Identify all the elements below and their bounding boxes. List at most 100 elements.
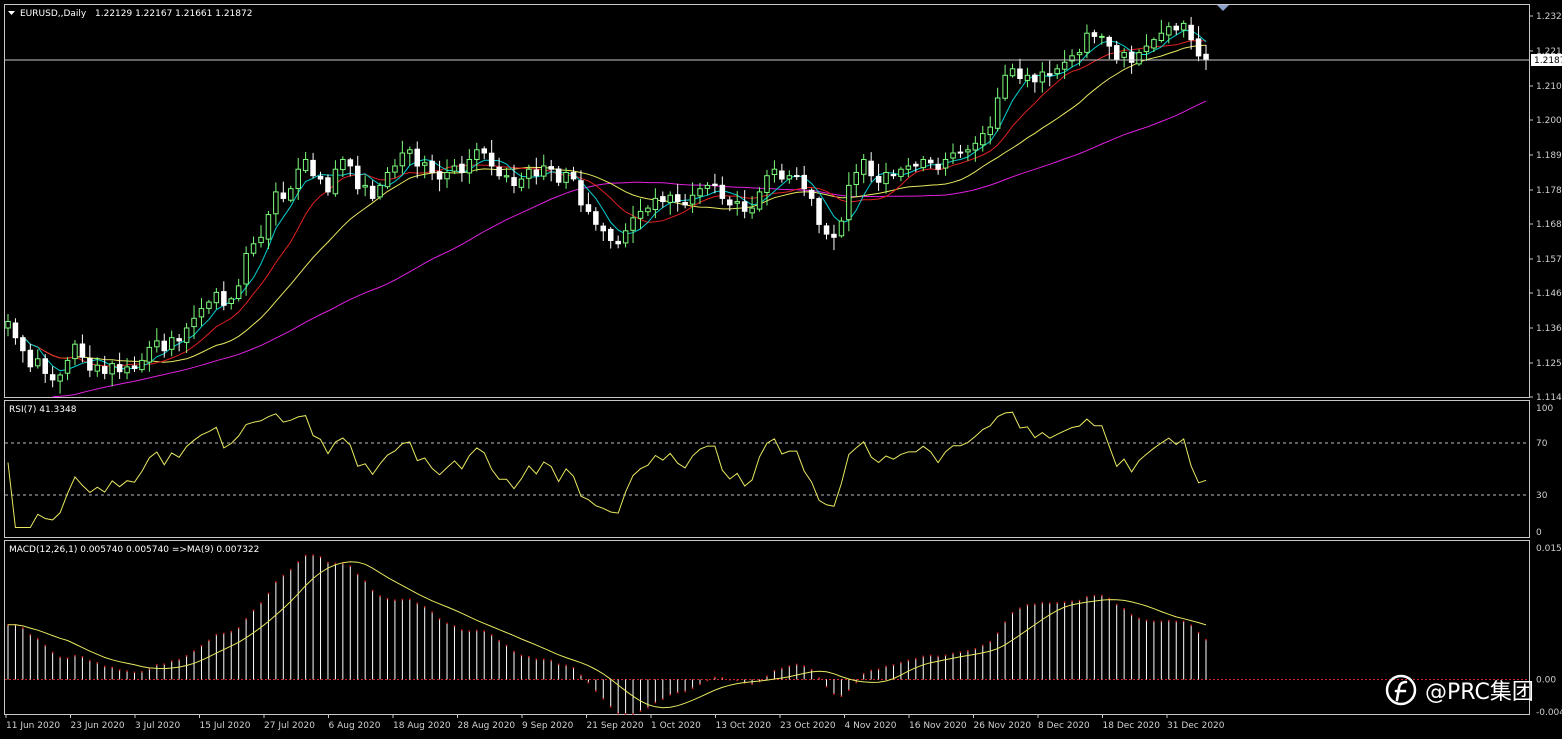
macd-axis-label: -0.0040 bbox=[1536, 708, 1562, 718]
price-label: 1.2107 bbox=[1536, 82, 1562, 92]
candle-bear bbox=[20, 337, 26, 352]
price-label: 1.1360 bbox=[1536, 324, 1562, 334]
macd-bar-tip bbox=[721, 677, 724, 679]
ma-mid-line bbox=[22, 40, 1207, 367]
candle-bear bbox=[459, 163, 465, 173]
macd-bar-tip bbox=[952, 652, 954, 655]
candle-bull bbox=[474, 149, 480, 161]
symbol-label: EURUSD,,Daily bbox=[20, 9, 87, 19]
candle-bull bbox=[980, 133, 986, 146]
candle-bull bbox=[422, 162, 428, 166]
ma-fast-line bbox=[22, 30, 1207, 372]
macd-bar-tip bbox=[609, 706, 612, 708]
macd-bar-tip bbox=[833, 693, 835, 695]
macd-bar-tip bbox=[944, 654, 947, 657]
price-label: 1.1468 bbox=[1536, 289, 1562, 299]
candle-bear bbox=[1114, 45, 1120, 60]
watermark: @PRC集团 bbox=[1385, 674, 1534, 706]
candle-bull bbox=[652, 197, 659, 210]
candle-bull bbox=[905, 165, 912, 170]
candle-bull bbox=[689, 194, 696, 205]
candle-bear bbox=[719, 184, 726, 199]
macd-bar-tip bbox=[44, 644, 47, 647]
macd-bar-tip bbox=[602, 698, 605, 700]
macd-bar-tip bbox=[773, 669, 776, 672]
candle-bear bbox=[488, 152, 495, 167]
macd-bar-tip bbox=[1123, 607, 1125, 610]
candle-bull bbox=[994, 97, 1001, 129]
macd-bar-tip bbox=[1101, 594, 1103, 597]
macd-bar-tip bbox=[632, 713, 634, 715]
macd-bar-tip bbox=[304, 554, 307, 557]
candle-bear bbox=[913, 163, 919, 167]
candle-bull bbox=[1143, 45, 1150, 53]
macd-bar-tip bbox=[282, 574, 285, 577]
macd-bar-tip bbox=[141, 670, 143, 673]
triangle-down-icon[interactable] bbox=[8, 11, 15, 15]
candle-bear bbox=[1128, 51, 1135, 63]
candle-bull bbox=[124, 366, 130, 374]
rsi-indicator: 100 70 30 0 bbox=[5, 404, 1553, 538]
candle-bull bbox=[950, 152, 956, 159]
date-label: 1 Oct 2020 bbox=[651, 721, 701, 731]
prc-logo-mark bbox=[1394, 680, 1408, 702]
candle-bull bbox=[139, 359, 145, 371]
macd-bar-tip bbox=[193, 650, 195, 652]
candle-bear bbox=[794, 175, 800, 178]
macd-bar-tip bbox=[461, 629, 463, 631]
macd-bar-tip bbox=[766, 675, 768, 678]
candle-bear bbox=[548, 166, 554, 170]
candle-bear bbox=[161, 340, 167, 352]
macd-bar-tip bbox=[1115, 603, 1118, 606]
candle-bear bbox=[1047, 73, 1053, 76]
date-label: 26 Nov 2020 bbox=[974, 721, 1032, 731]
macd-bar-tip bbox=[595, 690, 597, 692]
macd-bar-tip bbox=[156, 664, 158, 666]
candle-bear bbox=[585, 204, 592, 212]
candle-bear bbox=[928, 159, 934, 164]
candle-bull bbox=[786, 175, 793, 180]
candle-bear bbox=[600, 225, 606, 232]
price-label: 1.1252 bbox=[1536, 359, 1562, 369]
candle-bull bbox=[704, 184, 711, 189]
candle-bull bbox=[853, 172, 859, 185]
candle-bull bbox=[5, 321, 11, 329]
candle-bull bbox=[563, 172, 569, 183]
candle-bull bbox=[972, 142, 979, 151]
macd-axis-label: 0.00 bbox=[1536, 675, 1556, 685]
rsi-axis-label: 100 bbox=[1536, 404, 1553, 414]
candle-bull bbox=[1099, 35, 1105, 38]
macd-bar-tip bbox=[929, 654, 932, 657]
candle-bear bbox=[712, 183, 718, 186]
macd-bar-tip bbox=[312, 554, 314, 556]
macd-bar-tip bbox=[297, 561, 299, 563]
macd-bar-tip bbox=[96, 662, 99, 664]
chart-shift-marker-icon[interactable] bbox=[1217, 5, 1229, 11]
candle-bull bbox=[384, 172, 391, 188]
macd-bar-tip bbox=[178, 658, 180, 661]
candle-bear bbox=[42, 358, 48, 374]
macd-bar-tip bbox=[1093, 594, 1096, 597]
candle-bear bbox=[555, 168, 562, 183]
macd-bar-tip bbox=[81, 656, 84, 658]
macd-bar-tip bbox=[490, 634, 493, 636]
candle-bull bbox=[258, 236, 264, 244]
candle-bear bbox=[779, 170, 785, 180]
price-axis: 1.2323 1.2215 1.2107 1.2002 1.1894 1.1786 1.16… bbox=[1529, 12, 1562, 403]
macd-bar-tip bbox=[981, 644, 984, 647]
price-label: 1.2323 bbox=[1536, 12, 1562, 22]
date-label: 18 Dec 2020 bbox=[1103, 721, 1161, 731]
rsi-title: RSI(7) 41.3348 bbox=[9, 405, 77, 415]
macd-bar-tip bbox=[989, 640, 992, 643]
candle-bear bbox=[578, 180, 584, 206]
macd-bar-tip bbox=[126, 670, 128, 672]
candle-bull bbox=[1136, 52, 1142, 65]
candle-bear bbox=[310, 159, 316, 177]
macd-bar-tip bbox=[587, 681, 590, 684]
macd-bar-tip bbox=[319, 556, 322, 558]
candle-bull bbox=[1002, 74, 1008, 99]
candle-bull bbox=[697, 188, 703, 197]
macd-bar-tip bbox=[394, 599, 396, 601]
macd-bar-tip bbox=[513, 650, 515, 653]
macd-bar-tip bbox=[431, 611, 433, 614]
